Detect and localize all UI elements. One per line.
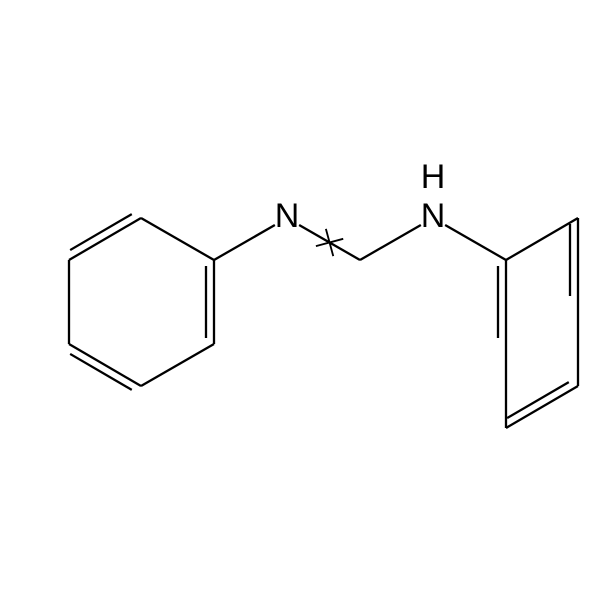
bond-line xyxy=(506,386,578,428)
bond-line xyxy=(141,344,214,386)
bond-line xyxy=(506,218,578,260)
atom-label-H: H xyxy=(421,158,446,196)
bond-line xyxy=(214,225,275,260)
bond-line xyxy=(70,354,132,390)
bond-line xyxy=(360,225,421,260)
bond-line xyxy=(69,218,141,260)
molecule-canvas: NNH xyxy=(0,0,600,600)
bond-line xyxy=(69,344,141,386)
bond-line xyxy=(141,218,214,260)
bond-line xyxy=(507,382,569,418)
atom-label-N2: N xyxy=(421,197,446,235)
atom-label-N1: N xyxy=(275,197,300,235)
bond-line xyxy=(445,225,506,260)
bond-line xyxy=(70,214,132,250)
